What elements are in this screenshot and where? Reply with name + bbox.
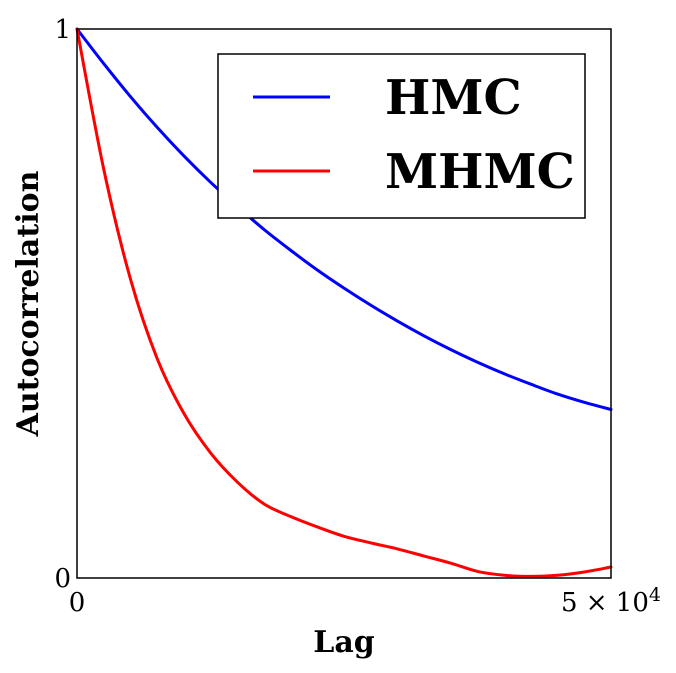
y-tick-label: 0 — [54, 564, 71, 594]
x-tick-label: 0 — [69, 588, 86, 618]
x-tick-label: 5 × 104 — [561, 584, 661, 618]
legend-box — [217, 53, 586, 219]
legend-label-hmc: HMC — [385, 70, 522, 126]
y-tick-label: 1 — [54, 15, 71, 45]
x-axis-label: Lag — [313, 625, 375, 660]
plot-frame — [76, 28, 612, 579]
y-axis-label: Autocorrelation — [11, 170, 46, 437]
legend: HMC MHMC — [217, 53, 586, 219]
legend-label-mhmc: MHMC — [385, 144, 575, 200]
axis-ticks: 0 1 0 5 × 104 — [54, 15, 661, 618]
plot-lines — [75, 27, 613, 578]
series-line-hmc — [75, 27, 613, 411]
series-line-mhmc — [75, 27, 613, 578]
